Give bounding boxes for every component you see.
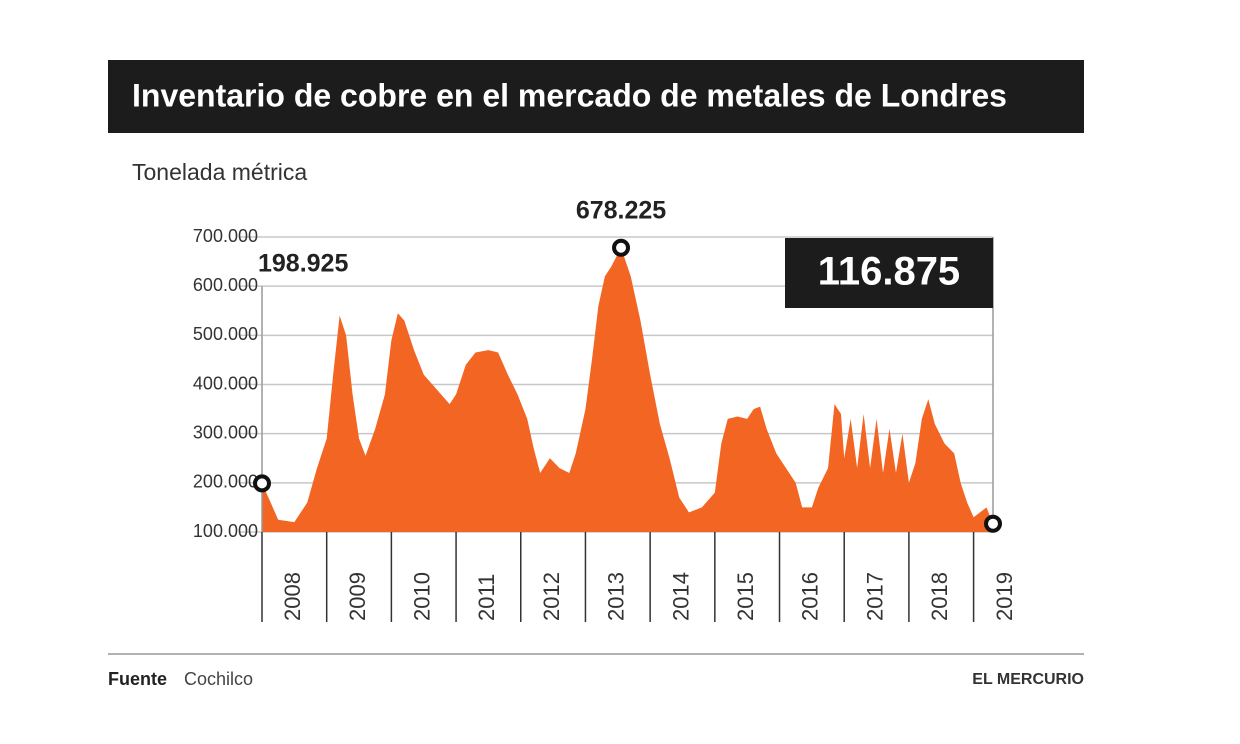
subtitle: Tonelada métrica (132, 159, 307, 185)
y-tick-label: 600.000 (193, 275, 258, 295)
y-tick-label: 200.000 (193, 472, 258, 492)
x-tick-label: 2019 (992, 572, 1017, 621)
area (262, 247, 993, 532)
annotation-label: 678.225 (576, 197, 666, 225)
x-tick-label: 2014 (668, 572, 693, 621)
x-tick-label: 2013 (604, 572, 629, 621)
x-tick-label: 2016 (798, 572, 823, 621)
callout-box (785, 238, 993, 308)
point-marker (253, 474, 271, 493)
point-marker (984, 514, 1002, 533)
chart-title: Inventario de cobre en el mercado de met… (132, 77, 1007, 113)
y-tick-label: 700.000 (193, 226, 258, 246)
x-tick-label: 2015 (733, 572, 758, 621)
x-tick-label: 2012 (539, 572, 564, 621)
y-tick-label: 300.000 (193, 422, 258, 442)
callout-label: 116.875 (818, 250, 960, 294)
y-tick-label: 100.000 (193, 521, 258, 541)
source-label: Fuente (108, 669, 167, 689)
x-tick-label: 2018 (927, 572, 952, 621)
y-tick-label: 500.000 (193, 324, 258, 344)
x-tick-label: 2010 (410, 572, 435, 621)
title-bar (108, 60, 1084, 133)
x-tick-label: 2017 (862, 572, 887, 621)
source: Cochilco (184, 669, 253, 689)
x-tick-label: 2008 (280, 572, 305, 621)
point-marker (612, 238, 631, 257)
x-tick-label: 2011 (474, 574, 499, 621)
annotation-label: 198.925 (258, 250, 348, 278)
y-tick-label: 400.000 (193, 373, 258, 393)
credit: EL MERCURIO (972, 671, 1084, 688)
x-tick-label: 2009 (345, 572, 370, 621)
